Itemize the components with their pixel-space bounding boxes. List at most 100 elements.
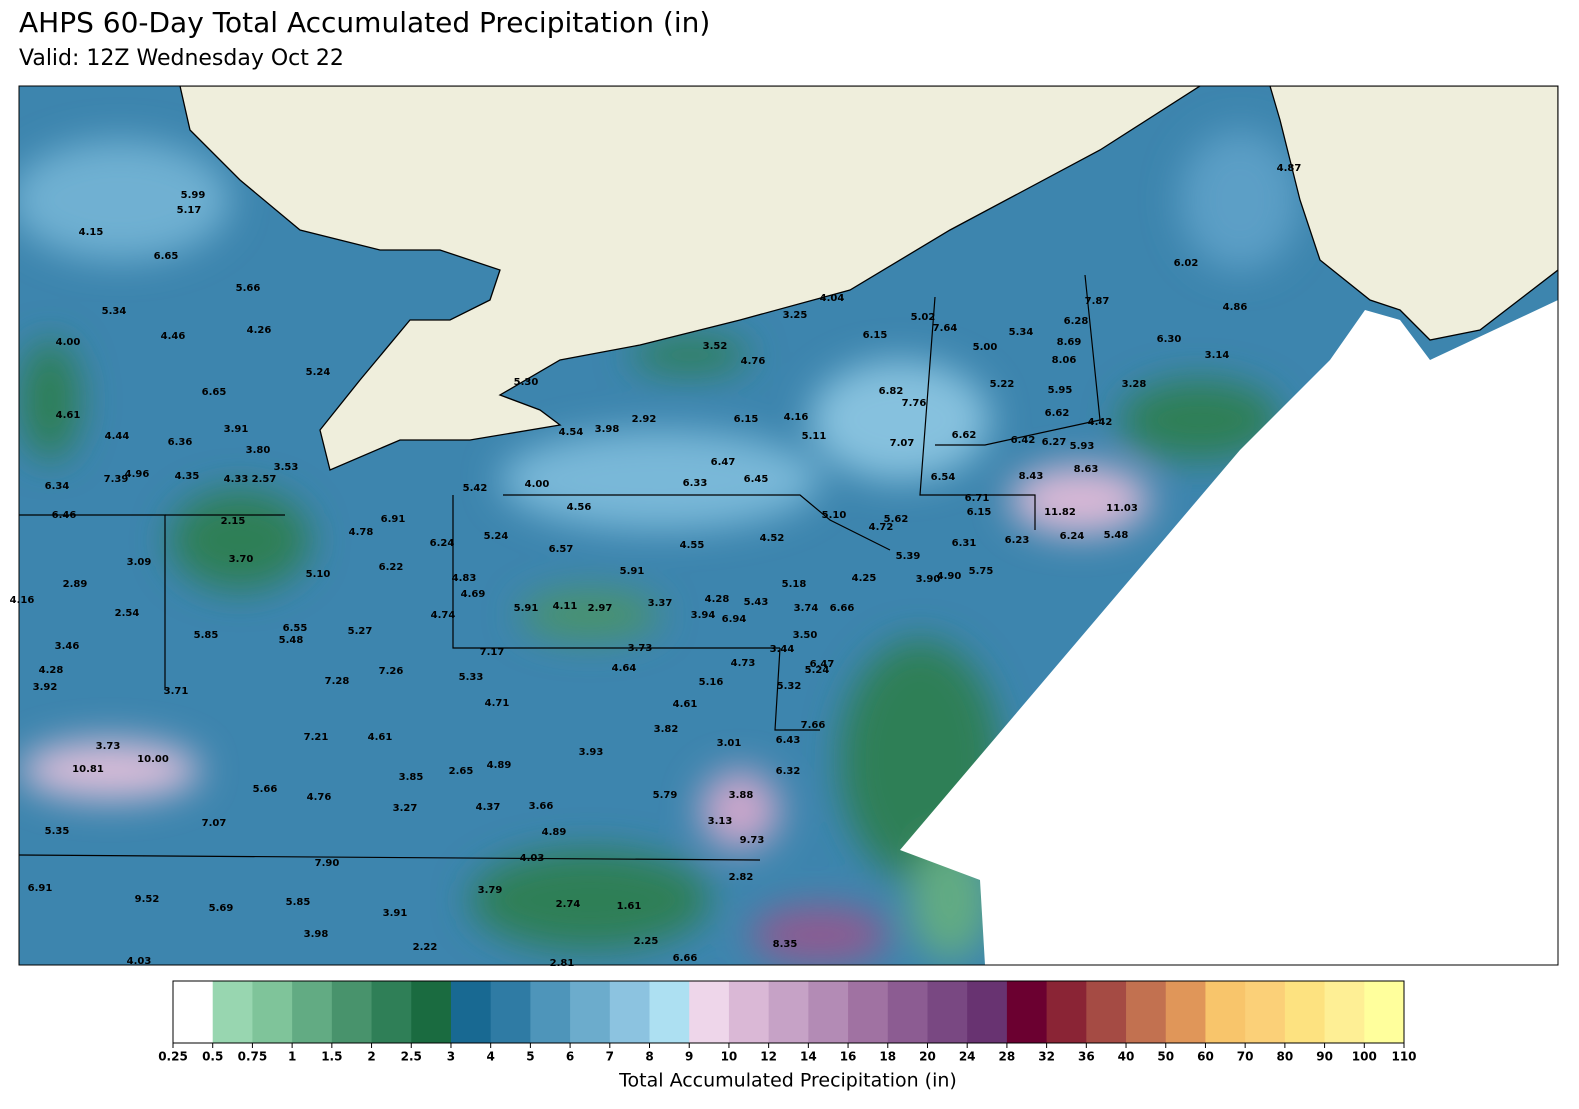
station-value: 3.37: [648, 598, 673, 609]
station-value: 4.25: [852, 573, 877, 584]
station-value: 4.11: [553, 601, 578, 612]
colorbar-swatch: [728, 981, 770, 1043]
station-value: 5.95: [1048, 385, 1073, 396]
colorbar-tick-label: 16: [840, 1050, 857, 1064]
station-value: 3.93: [579, 747, 604, 758]
station-value: 5.91: [514, 603, 539, 614]
colorbar-swatch: [1046, 981, 1087, 1043]
colorbar-swatch: [1284, 981, 1326, 1043]
station-value: 6.27: [1042, 437, 1067, 448]
station-value: 6.66: [673, 953, 698, 964]
station-value: 3.73: [96, 741, 121, 752]
colorbar-tick-label: 1: [288, 1050, 296, 1064]
station-value: 4.37: [476, 802, 501, 813]
station-value: 4.76: [741, 356, 766, 367]
station-value: 5.35: [45, 826, 70, 837]
station-value: 2.65: [449, 766, 474, 777]
station-value: 6.15: [734, 414, 759, 425]
station-value: 3.98: [595, 424, 620, 435]
station-value: 5.75: [969, 566, 994, 577]
station-value: 4.71: [485, 698, 510, 709]
station-value: 3.13: [708, 816, 733, 827]
station-value: 4.28: [705, 594, 730, 605]
station-value: 4.61: [56, 410, 81, 421]
colorbar-swatch: [689, 981, 730, 1043]
station-value: 5.10: [822, 510, 847, 521]
station-value: 2.74: [556, 899, 581, 910]
station-value: 1.61: [617, 901, 642, 912]
station-value: 6.65: [202, 387, 227, 398]
station-value: 3.82: [654, 724, 679, 735]
station-value: 4.69: [461, 589, 486, 600]
station-value: 4.03: [127, 956, 152, 967]
station-value: 5.99: [181, 190, 206, 201]
station-value: 6.23: [1005, 535, 1030, 546]
station-value: 6.45: [744, 474, 769, 485]
colorbar-label: Total Accumulated Precipitation (in): [618, 1070, 957, 1092]
station-value: 4.00: [56, 337, 81, 348]
station-value: 9.52: [135, 894, 160, 905]
station-value: 5.24: [805, 665, 830, 676]
station-value: 6.28: [1064, 316, 1089, 327]
station-value: 4.16: [784, 412, 809, 423]
station-value: 7.21: [304, 732, 329, 743]
station-value: 4.35: [175, 471, 200, 482]
colorbar-tick-label: 50: [1157, 1050, 1174, 1064]
station-value: 3.46: [55, 641, 80, 652]
station-value: 4.64: [612, 663, 637, 674]
station-value: 3.44: [770, 644, 795, 655]
station-value: 4.52: [760, 533, 785, 544]
colorbar-swatch: [609, 981, 651, 1043]
subtitle: Valid: 12Z Wednesday Oct 22: [19, 46, 344, 71]
station-value: 4.55: [680, 540, 705, 551]
station-value: 4.89: [542, 827, 567, 838]
station-value: 3.74: [794, 603, 819, 614]
colorbar-tick-label: 0.75: [238, 1050, 268, 1064]
station-value: 6.55: [283, 623, 308, 634]
station-value: 6.94: [722, 614, 747, 625]
station-value: 5.66: [236, 283, 261, 294]
station-value: 5.48: [1104, 530, 1129, 541]
colorbar-tick-label: 20: [919, 1050, 936, 1064]
station-value: 5.24: [484, 531, 509, 542]
colorbar-tick-label: 90: [1316, 1050, 1333, 1064]
colorbar-tick-label: 40: [1118, 1050, 1135, 1064]
station-value: 7.90: [315, 858, 340, 869]
station-value: 3.66: [529, 801, 554, 812]
station-value: 3.91: [224, 424, 249, 435]
station-value: 6.31: [952, 538, 977, 549]
map-frame: [18, 85, 1559, 966]
station-value: 11.82: [1044, 507, 1076, 518]
colorbar-tick-label: 0.25: [158, 1050, 188, 1064]
station-value: 11.03: [1106, 503, 1138, 514]
station-value: 8.69: [1057, 337, 1082, 348]
station-value: 4.54: [559, 427, 584, 438]
station-value: 7.64: [933, 323, 958, 334]
station-value: 4.74: [431, 610, 456, 621]
station-value: 4.03: [520, 853, 545, 864]
station-value: 6.30: [1157, 334, 1182, 345]
colorbar-swatch: [1006, 981, 1048, 1043]
station-value: 4.56: [567, 502, 592, 513]
colorbar-tick-label: 7: [606, 1050, 614, 1064]
colorbar-tick-label: 80: [1277, 1050, 1294, 1064]
station-value: 6.15: [863, 330, 888, 341]
colorbar-tick-label: 2.5: [401, 1050, 422, 1064]
colorbar-swatch: [292, 981, 333, 1043]
station-value: 4.73: [731, 658, 756, 669]
colorbar-tick-label: 3: [447, 1050, 455, 1064]
station-value: 4.44: [105, 431, 130, 442]
colorbar-swatch: [490, 981, 531, 1043]
station-value: 4.46: [161, 331, 186, 342]
station-value: 4.78: [349, 527, 374, 538]
station-value: 2.92: [632, 414, 657, 425]
colorbar: 0.25 0.5 0.75 1 1.5 2 2.5 3 4 5 6 7 8 9 10 12 14 16 18 20 24…: [158, 980, 1417, 1064]
colorbar-tick-label: 5: [526, 1050, 534, 1064]
station-value: 3.25: [783, 310, 808, 321]
station-value: 5.10: [306, 569, 331, 580]
colorbar-tick-label: 2: [367, 1050, 375, 1064]
station-value: 5.32: [777, 681, 802, 692]
station-value: 5.93: [1070, 441, 1095, 452]
ocean: [900, 300, 1558, 965]
station-value: 4.72: [869, 522, 894, 533]
